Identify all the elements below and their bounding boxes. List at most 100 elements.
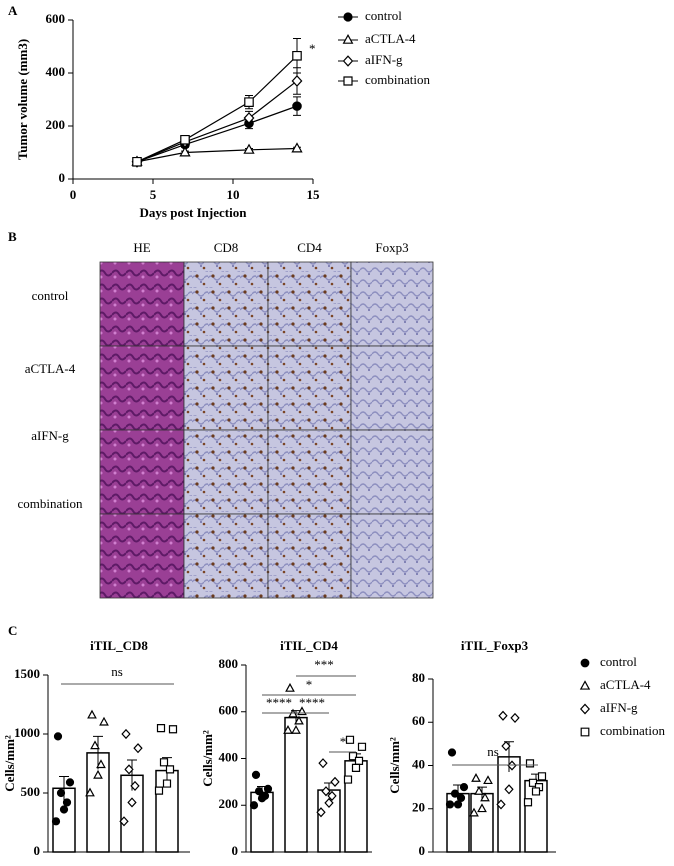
marker — [474, 786, 484, 795]
column-label: CD8 — [214, 240, 239, 255]
y-tick-label: 600 — [219, 703, 239, 718]
significance: ns — [111, 664, 123, 679]
marker — [93, 769, 103, 779]
marker — [180, 134, 190, 145]
marker — [459, 783, 469, 792]
chart-title: iTIL_CD4 — [280, 638, 338, 653]
marker — [90, 740, 100, 750]
annotation: * — [309, 41, 316, 56]
marker — [119, 816, 129, 827]
legend-label: control — [365, 8, 402, 23]
bar — [344, 760, 368, 853]
y-tick-label: 0 — [59, 170, 66, 185]
marker — [537, 772, 547, 781]
marker — [453, 800, 463, 809]
marker — [244, 97, 254, 107]
marker — [324, 797, 334, 809]
micrograph — [99, 429, 185, 515]
marker — [354, 756, 364, 765]
y-tick-label: 20 — [412, 800, 425, 815]
legend-marker — [580, 727, 590, 737]
y-tick-label: 800 — [219, 656, 239, 671]
bar — [284, 716, 308, 853]
marker — [471, 773, 481, 782]
y-tick-label: 1500 — [14, 666, 40, 681]
marker — [327, 790, 337, 801]
x-tick-label: 0 — [70, 187, 77, 202]
marker — [96, 759, 106, 769]
marker — [165, 765, 175, 774]
y-tick-label: 60 — [412, 713, 425, 728]
marker — [483, 775, 493, 785]
marker — [447, 748, 457, 757]
marker — [263, 784, 273, 793]
legend-label: aIFN-g — [600, 700, 638, 715]
micrograph — [99, 345, 185, 431]
y-tick-label: 0 — [232, 843, 239, 858]
error-bar — [59, 775, 69, 801]
row-label: aIFN-g — [31, 428, 69, 443]
micrograph — [99, 513, 185, 599]
y-tick-label: 80 — [412, 670, 425, 685]
marker — [523, 798, 533, 807]
micrograph — [350, 513, 434, 599]
micrograph — [267, 261, 352, 347]
marker — [316, 807, 326, 818]
micrograph — [267, 345, 352, 431]
micrograph — [183, 261, 269, 347]
marker — [249, 801, 259, 810]
significance: * — [340, 734, 347, 749]
y-tick-label: 40 — [412, 756, 425, 771]
marker — [351, 763, 361, 772]
micrograph — [267, 513, 352, 599]
marker — [285, 682, 295, 692]
marker — [121, 728, 131, 740]
significance: **** — [266, 695, 292, 710]
image-grid: HE CD8 CD4 Foxp3 control aCTLA-4 aIFN-g combina… — [18, 240, 434, 599]
marker — [292, 50, 302, 61]
marker — [132, 156, 142, 167]
legend-marker — [580, 658, 590, 668]
y-axis-label: Cells/mm² — [2, 735, 17, 792]
marker — [291, 142, 303, 153]
marker — [510, 712, 520, 724]
marker — [330, 776, 340, 787]
chart-title: iTIL_Foxp3 — [461, 638, 529, 653]
marker — [498, 710, 508, 721]
row-label: combination — [18, 496, 83, 511]
micrograph — [350, 429, 434, 515]
marker — [51, 817, 61, 826]
x-axis-label: Days post Injection — [140, 205, 248, 220]
marker — [87, 709, 97, 719]
y-tick-label: 1000 — [14, 725, 40, 740]
legend-label: aCTLA-4 — [365, 31, 416, 46]
y-axis-label: Cells/mm² — [200, 730, 215, 787]
row-label: control — [32, 288, 69, 303]
panel-label: C — [8, 623, 17, 638]
marker — [257, 794, 267, 803]
marker — [62, 798, 72, 807]
y-axis-label: Cells/mm² — [387, 737, 402, 794]
significance: **** — [299, 695, 325, 710]
legend-marker — [343, 76, 353, 86]
marker — [291, 725, 301, 734]
marker — [294, 715, 304, 725]
legend-label: aIFN-g — [365, 52, 403, 67]
marker — [291, 75, 303, 87]
significance: ns — [487, 744, 499, 759]
legend-label: combination — [365, 72, 430, 87]
x-tick-label: 15 — [307, 187, 321, 202]
y-tick-label: 0 — [419, 843, 426, 858]
legend-marker — [342, 33, 354, 44]
significance: * — [306, 677, 313, 692]
marker — [321, 786, 331, 797]
marker — [179, 146, 191, 157]
marker — [243, 143, 255, 154]
legend-marker — [342, 55, 354, 67]
marker — [477, 803, 487, 813]
column-label: HE — [133, 240, 150, 255]
y-tick-label: 400 — [219, 749, 239, 764]
series-line — [136, 55, 298, 163]
marker — [345, 735, 355, 744]
